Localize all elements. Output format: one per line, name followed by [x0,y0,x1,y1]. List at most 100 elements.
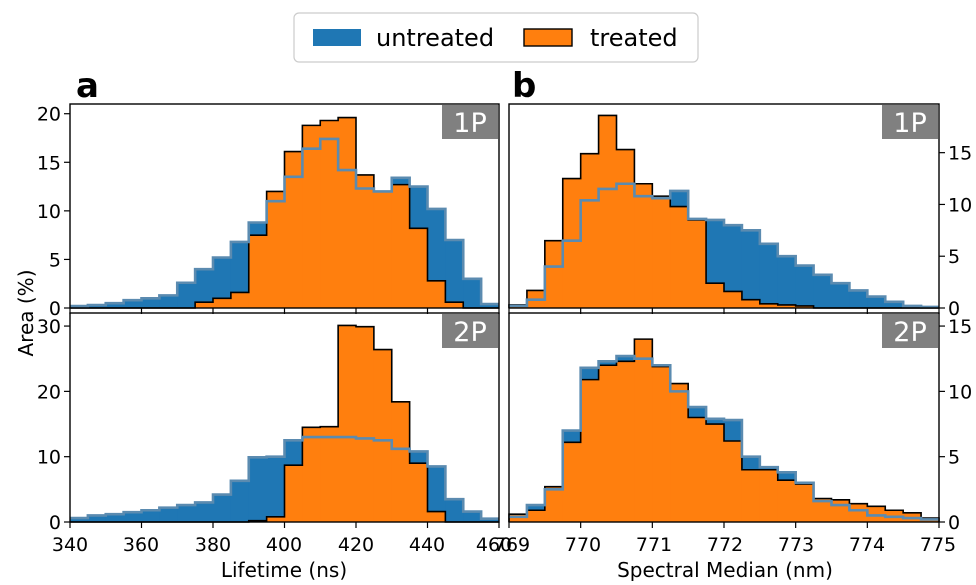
y-tick-label: 5 [49,249,61,271]
bar-treated [545,487,563,522]
bar-treated [545,241,563,308]
bar-treated [706,424,724,522]
bar-untreated [445,240,463,308]
bar-treated [832,500,850,522]
bar-untreated [463,512,481,522]
bar-treated [320,121,338,308]
bar-untreated [832,283,850,308]
bar-treated [688,220,706,308]
bar-treated [778,480,796,522]
panel-b-2P: 0 5 10 15 2P [509,313,972,534]
y-tick-label: 30 [37,316,61,338]
bar-untreated [760,244,778,308]
x-tick-label: 360 [123,534,159,556]
bar-treated [742,300,760,308]
x-tick-label: 340 [52,534,88,556]
panel-tag-label: 1P [893,108,926,139]
y-tick-label: 5 [948,447,960,469]
bar-treated [796,484,814,522]
y-tick-label: 10 [948,381,972,403]
bar-treated [445,302,463,308]
legend-label-treated: treated [590,24,678,52]
panel-label-b: b [512,66,536,106]
bar-treated [670,207,688,308]
bar-treated [867,506,885,522]
bar-treated [285,465,303,522]
bar-treated [599,115,617,308]
bar-untreated [249,457,267,522]
bar-treated [320,427,338,522]
bar-treated [392,185,410,308]
bar-treated [267,191,285,308]
bar-treated [410,463,428,522]
panel-b-1P: 0 5 10 15 1P [509,104,972,320]
y-tick-label: 10 [948,194,972,216]
x-axis-label-a: Lifetime (ns) [221,558,347,581]
x-tick-label: 769 [494,534,530,556]
y-axis-label: Area (%) [14,270,38,357]
bar-untreated [778,256,796,308]
panel-tag-label: 2P [453,317,486,348]
bar-treated [302,427,320,522]
bar-treated [563,442,581,522]
bar-treated [617,150,635,308]
bar-treated [724,291,742,308]
bar-treated [428,512,446,522]
bar-treated [688,418,706,523]
bar-treated [213,298,231,308]
bar-untreated [849,290,867,308]
bar-treated [724,441,742,522]
bar-untreated [814,275,832,308]
bar-treated [428,281,446,308]
legend: untreated treated [294,13,698,62]
bar-treated [670,384,688,522]
y-tick-label: 15 [37,152,61,174]
y-tick-label: 20 [37,381,61,403]
bar-treated [760,470,778,522]
bar-treated [231,292,249,308]
bar-treated [338,325,356,522]
bar-treated [849,504,867,522]
x-tick-label: 775 [920,534,956,556]
bar-treated [302,125,320,308]
panel-a-2P: 0 10 20 30 2P [37,313,500,534]
bar-treated [527,510,545,522]
bar-treated [742,470,760,522]
x-tick-label: 770 [565,534,601,556]
x-axis-label-b: Spectral Median (nm) [617,558,833,581]
x-tick-labels-b: 769 770 771 772 773 774 775 [494,534,956,556]
bar-untreated [195,502,213,522]
bar-treated [374,191,392,308]
x-tick-label: 400 [266,534,302,556]
bar-treated [392,402,410,522]
bar-treated [356,327,374,522]
bar-untreated [267,457,285,522]
bar-treated [195,302,213,308]
bar-untreated [463,279,481,308]
bar-treated [410,228,428,308]
legend-swatch-treated [524,29,572,46]
bar-treated [509,514,527,522]
bar-untreated [142,298,160,308]
bar-treated [634,184,652,308]
bar-untreated [213,495,231,522]
bar-untreated [124,512,142,522]
bar-treated [652,196,670,308]
y-tick-label: 5 [948,246,960,268]
y-tick-label: 15 [948,316,972,338]
x-tick-labels-a: 340 360 380 400 420 440 460 [52,534,512,556]
bar-treated [338,118,356,308]
legend-label-untreated: untreated [376,24,494,52]
bar-untreated [177,505,195,522]
x-tick-label: 774 [849,534,885,556]
bar-untreated [231,481,249,522]
bar-treated [634,339,652,522]
panel-tag-label: 1P [453,108,486,139]
bar-treated [581,380,599,522]
panel-tag-label: 2P [893,317,926,348]
x-tick-label: 380 [195,534,231,556]
bar-treated [599,365,617,522]
bar-treated [374,350,392,522]
